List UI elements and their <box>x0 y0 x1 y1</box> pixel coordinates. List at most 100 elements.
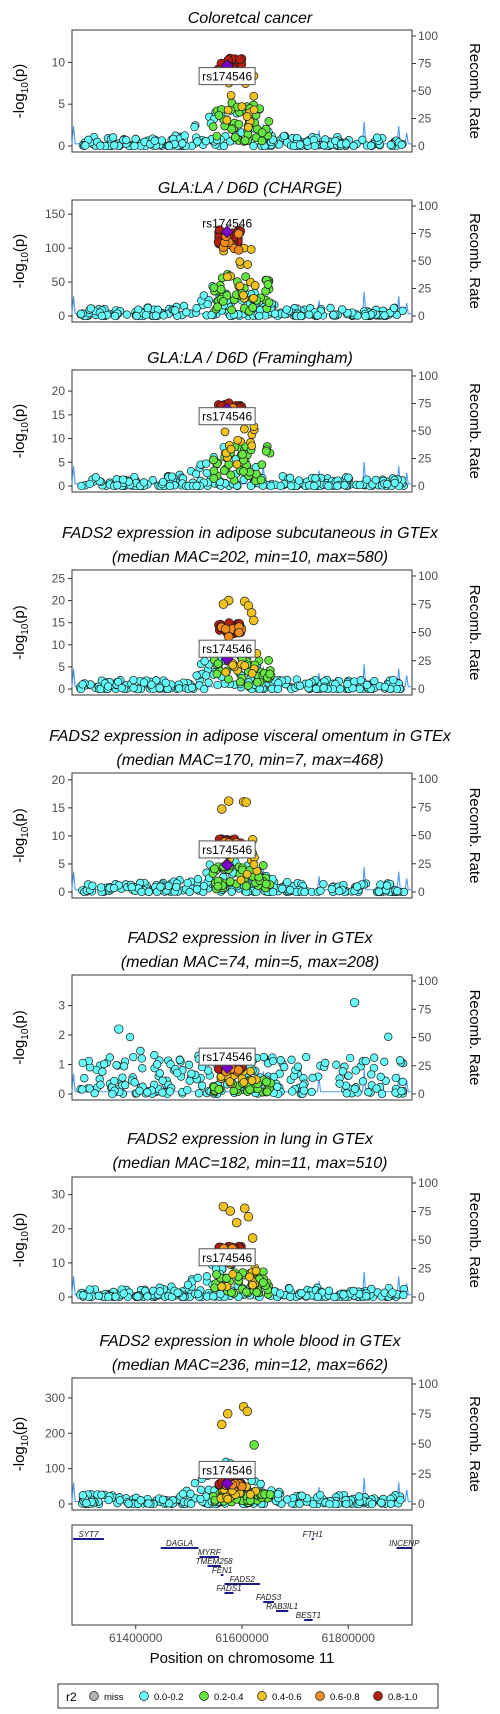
data-point <box>246 245 256 254</box>
data-point <box>367 1070 376 1079</box>
data-point <box>342 1499 351 1509</box>
data-point <box>319 683 328 693</box>
y-tick-label: 10 <box>52 55 66 69</box>
data-point <box>143 1292 152 1301</box>
data-point <box>78 1491 87 1500</box>
data-point <box>288 1087 297 1096</box>
data-point <box>264 656 273 665</box>
legend-swatch <box>139 1691 149 1701</box>
data-point <box>243 1212 254 1222</box>
data-point <box>182 308 191 317</box>
data-point <box>114 677 123 686</box>
data-point <box>384 1032 393 1041</box>
lead-snp-label: rs174546 <box>202 1463 252 1477</box>
legend-swatch <box>315 1691 325 1701</box>
panel-7: FADS2 expression in lung in GTEx (median … <box>11 1131 483 1304</box>
data-point <box>346 1053 355 1063</box>
x-axis-label: Position on chromosome 11 <box>150 1650 335 1667</box>
data-point <box>274 1489 283 1499</box>
data-point <box>263 280 273 289</box>
data-point <box>80 1074 89 1083</box>
panel-subtitle: (median MAC=236, min=12, max=662) <box>112 1357 388 1374</box>
data-point <box>217 1282 226 1292</box>
data-point <box>246 1066 255 1076</box>
data-point <box>158 1076 167 1085</box>
data-point <box>308 1073 317 1083</box>
data-point <box>256 475 266 485</box>
data-point <box>247 1076 257 1085</box>
data-point <box>248 303 258 312</box>
lead-snp-marker <box>220 225 234 239</box>
lead-snp-label-box <box>198 1460 256 1479</box>
data-point <box>355 480 364 490</box>
y2-axis-label: Recomb. Rate <box>466 585 483 681</box>
y2-tick-label: 50 <box>418 1437 432 1451</box>
data-point <box>249 1440 259 1450</box>
y2-axis-label: Recomb. Rate <box>466 1396 483 1492</box>
data-point <box>187 1069 196 1078</box>
data-point <box>193 137 202 146</box>
y-tick-label: 150 <box>45 207 65 221</box>
legend-label: 0.6-0.8 <box>330 1692 360 1703</box>
data-point <box>386 1499 396 1509</box>
y2-tick-label: 0 <box>418 139 425 153</box>
y2-axis-label: Recomb. Rate <box>466 213 483 309</box>
panel-subtitle: (median MAC=182, min=11, max=510) <box>113 1155 388 1172</box>
panel-1: Coloretcal cancer05100255075100-log10(p)… <box>11 10 483 153</box>
data-point <box>85 1084 94 1093</box>
data-point <box>276 481 285 491</box>
data-point <box>339 1290 348 1299</box>
data-point <box>139 678 149 687</box>
data-point <box>115 1496 125 1505</box>
data-point <box>155 1069 164 1078</box>
data-point <box>170 306 180 315</box>
data-point <box>364 1088 373 1097</box>
gene-label: INCENP <box>389 1539 420 1548</box>
x-tick-label: 61400000 <box>109 1631 163 1645</box>
y2-tick-label: 50 <box>418 254 432 268</box>
data-point <box>81 141 90 150</box>
y2-tick-label: 0 <box>418 682 425 696</box>
data-point <box>225 1206 236 1216</box>
panel-6: FADS2 expression in liver in GTEx (median… <box>11 930 483 1101</box>
lead-snp-label-box <box>198 1248 256 1267</box>
y2-tick-label: 50 <box>418 1031 432 1045</box>
data-point <box>143 1088 152 1097</box>
data-point <box>376 880 385 889</box>
y2-tick-label: 100 <box>418 199 438 213</box>
data-point <box>99 1059 109 1069</box>
y2-axis-label: Recomb. Rate <box>466 1192 483 1288</box>
data-point <box>235 257 245 266</box>
data-point <box>245 1272 254 1282</box>
y-axis-label: -log10(p) <box>11 808 31 862</box>
data-point <box>161 678 170 687</box>
data-point <box>279 131 289 141</box>
y2-axis-label: Recomb. Rate <box>466 788 483 884</box>
y-tick-label: 20 <box>52 384 66 398</box>
data-point <box>227 305 236 315</box>
data-point <box>240 661 250 671</box>
y2-tick-label: 25 <box>418 112 432 126</box>
data-point <box>192 481 201 490</box>
data-point <box>294 476 304 485</box>
data-point <box>78 1058 87 1068</box>
data-point <box>227 887 236 896</box>
data-point <box>78 680 87 689</box>
data-point <box>258 1267 268 1277</box>
data-point <box>349 1286 358 1296</box>
data-point <box>299 1086 309 1095</box>
gene-track: SYT7 FTH1 INCENP DAGLA MYRFTMEM258FEN1FADS2F… <box>71 1524 420 1667</box>
data-point <box>226 90 236 100</box>
data-point <box>207 310 216 320</box>
data-point <box>395 1056 405 1065</box>
data-point <box>79 1291 88 1300</box>
data-point <box>382 881 392 890</box>
data-point <box>396 1495 405 1505</box>
data-point <box>242 1287 251 1297</box>
data-point <box>185 887 194 897</box>
data-point <box>349 997 360 1008</box>
y2-tick-label: 75 <box>418 800 432 814</box>
panel-subtitle: (median MAC=74, min=5, max=208) <box>121 954 379 971</box>
data-point <box>165 1499 174 1508</box>
